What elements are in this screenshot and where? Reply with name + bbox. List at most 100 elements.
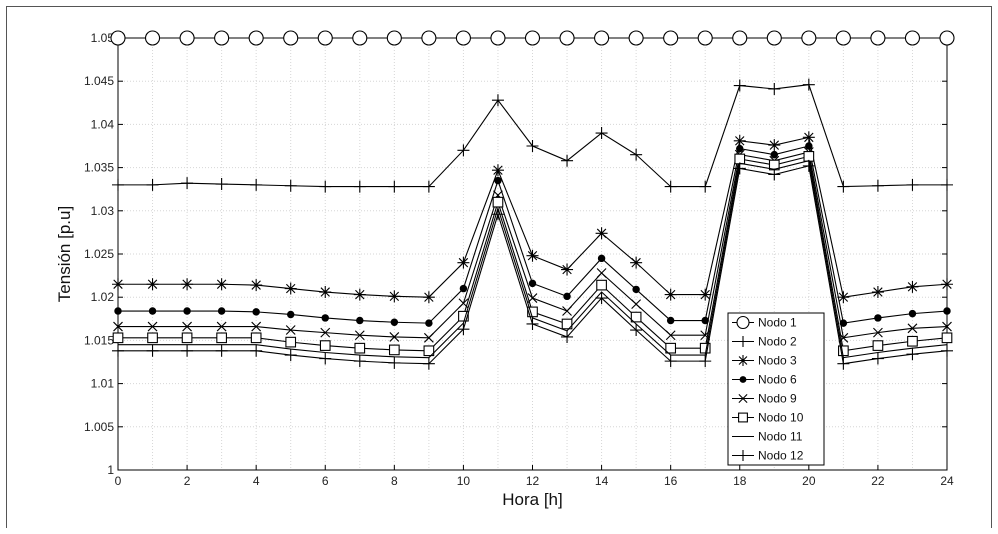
series-nodo-3: [112, 131, 953, 304]
data-point: [147, 321, 158, 332]
data-point: [524, 30, 541, 46]
data-point: [285, 336, 297, 348]
data-point: [628, 30, 644, 46]
y-tick-label: 1.05: [91, 31, 115, 45]
data-point: [250, 279, 263, 292]
data-point: [490, 30, 506, 46]
data-point: [283, 30, 299, 46]
data-point: [319, 352, 332, 365]
data-point: [319, 180, 332, 193]
data-point: [217, 307, 226, 315]
x-tick-label: 16: [664, 474, 678, 488]
data-point: [386, 30, 402, 46]
data-point: [319, 286, 332, 299]
legend-item: Nodo 10: [732, 411, 804, 425]
data-point: [873, 327, 883, 338]
data-point: [941, 278, 953, 291]
legend-item: Nodo 1: [732, 316, 797, 330]
x-axis-title: Hora [h]: [502, 490, 562, 509]
data-point: [630, 256, 643, 269]
y-tick-label: 1.04: [91, 117, 115, 131]
data-point: [768, 168, 781, 181]
data-point: [595, 227, 608, 240]
data-point: [250, 178, 263, 191]
x-tick-label: 4: [253, 474, 260, 488]
x-tick-label: 0: [115, 474, 122, 488]
data-point: [733, 79, 746, 92]
data-point: [664, 288, 677, 301]
data-point: [459, 284, 468, 293]
x-tick-label: 6: [322, 474, 329, 488]
data-point: [286, 310, 295, 319]
data-point: [736, 315, 750, 330]
data-point: [216, 321, 227, 332]
data-point: [216, 332, 227, 344]
data-point: [526, 140, 539, 152]
data-point: [871, 352, 884, 365]
data-point: [701, 316, 709, 325]
data-point: [353, 288, 366, 301]
data-point: [665, 342, 677, 354]
data-point: [182, 321, 192, 332]
y-axis-title: Tensión [p.u]: [55, 206, 74, 302]
data-point: [739, 376, 747, 383]
data-point: [457, 256, 470, 269]
series-nodo-2: [112, 78, 953, 193]
legend-box: [727, 312, 825, 466]
data-point: [907, 323, 918, 334]
data-point: [250, 344, 263, 357]
data-point: [320, 327, 331, 338]
y-tick-label: 1.035: [84, 161, 114, 175]
data-point: [113, 321, 123, 332]
data-point: [562, 306, 572, 316]
data-point: [664, 180, 677, 193]
data-point: [144, 30, 161, 46]
legend-item: Nodo 9: [732, 392, 797, 406]
data-point: [284, 349, 297, 362]
series-nodo-6: [114, 142, 951, 327]
x-tick-label: 24: [940, 474, 954, 488]
data-point: [906, 178, 919, 191]
data-point: [147, 332, 158, 344]
data-point: [494, 176, 502, 185]
data-point: [666, 316, 675, 325]
data-point: [697, 30, 713, 46]
legend-label: Nodo 3: [758, 354, 797, 368]
series-nodo-1: [110, 30, 955, 46]
data-point: [112, 344, 124, 357]
legend-item: Nodo 11: [732, 430, 803, 444]
figure-frame: [6, 6, 992, 528]
data-point: [597, 254, 606, 263]
data-point: [181, 332, 193, 344]
series-layer: [110, 30, 955, 370]
data-point: [733, 134, 746, 147]
data-point: [526, 317, 539, 330]
data-point: [492, 196, 504, 208]
data-point: [837, 291, 850, 304]
data-point: [248, 30, 264, 46]
data-point: [595, 127, 608, 140]
data-point: [802, 78, 815, 91]
data-point: [837, 180, 850, 193]
data-point: [317, 30, 333, 46]
legend-item: Nodo 6: [732, 373, 797, 387]
data-point: [737, 355, 749, 366]
data-point: [353, 180, 366, 193]
data-point: [941, 344, 953, 357]
data-point: [835, 30, 851, 46]
x-tick-label: 14: [595, 474, 609, 488]
data-point: [872, 340, 884, 351]
data-point: [390, 318, 399, 326]
data-point: [665, 330, 676, 341]
data-point: [870, 30, 886, 46]
data-point: [738, 412, 748, 423]
data-point: [906, 280, 919, 293]
data-point: [181, 278, 194, 291]
data-point: [737, 450, 749, 461]
data-point: [699, 180, 712, 193]
data-point: [595, 292, 608, 305]
data-point: [699, 355, 712, 368]
data-point: [284, 179, 297, 192]
y-tick-label: 1.02: [91, 290, 115, 304]
data-point: [699, 288, 712, 301]
